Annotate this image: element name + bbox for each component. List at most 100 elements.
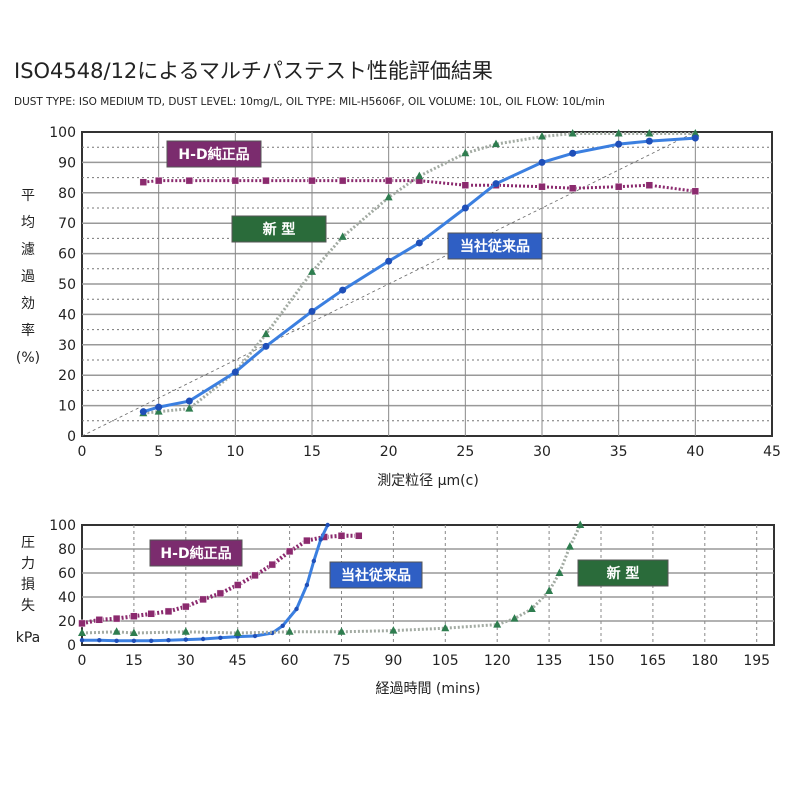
new-point: [233, 628, 242, 636]
y-tick-label: 90: [58, 155, 76, 171]
hd-point: [95, 616, 104, 624]
conventional-point: [311, 558, 317, 564]
hd-point: [461, 181, 470, 189]
hd-point: [303, 536, 311, 545]
conventional-point: [308, 307, 316, 315]
y-tick-label: 80: [58, 186, 76, 202]
conventional-point: [280, 623, 285, 628]
legend-box: [149, 539, 243, 567]
conventional-point: [615, 140, 623, 148]
hd-point: [78, 619, 86, 628]
conventional-point: [304, 582, 310, 588]
x-tick-label: 40: [686, 444, 704, 460]
conventional-point: [262, 342, 270, 350]
conventional-point: [252, 633, 258, 639]
y-tick-label: 10: [58, 399, 76, 415]
x-tick-label: 105: [432, 653, 459, 669]
hd-point: [262, 176, 270, 185]
reference-line: [81, 131, 696, 437]
hd-point: [233, 581, 242, 589]
legend-label: H-D純正品: [160, 545, 231, 562]
y-tick-label: 0: [67, 638, 76, 654]
x-tick-label: 20: [380, 444, 398, 460]
series-line: [81, 533, 359, 626]
hd-point: [691, 187, 700, 196]
x-tick-label: 15: [303, 444, 321, 460]
efficiency-chart: 0 5 10 15 20 25 30 35 40 45 0 10 20 30 40 50 60 70 80 90 100…: [16, 125, 781, 460]
new-point: [154, 407, 163, 415]
hd-point: [130, 612, 138, 620]
legend-label: 当社従来品: [341, 567, 411, 584]
hd-point: [337, 532, 346, 540]
hd-point: [154, 176, 163, 185]
new-point: [112, 627, 121, 635]
conventional-point: [231, 368, 239, 376]
y-axis-label-char: 均: [21, 215, 35, 231]
conventional-point: [385, 257, 393, 265]
y-axis-label-char: 濾: [21, 242, 35, 258]
hd-point: [614, 182, 623, 191]
conventional-point: [691, 134, 699, 142]
conventional-point: [139, 408, 147, 416]
x-tick-label: 90: [384, 653, 402, 669]
hd-point: [355, 532, 363, 540]
new-point: [285, 627, 294, 635]
x-tick-label: 35: [610, 444, 628, 460]
x-tick-label: 0: [78, 444, 87, 460]
series-line: [142, 136, 696, 414]
y-tick-label: 0: [67, 429, 76, 445]
legend-label: H-D純正品: [178, 146, 249, 163]
page-subtitle: DUST TYPE: ISO MEDIUM TD, DUST LEVEL: 10…: [14, 96, 605, 108]
hd-point: [538, 182, 546, 191]
hd-point: [231, 176, 240, 185]
hd-point: [112, 614, 121, 623]
x-tick-label: 75: [333, 653, 351, 669]
y-tick-label: 20: [58, 614, 76, 630]
new-point: [493, 620, 502, 628]
new-point: [384, 192, 393, 201]
new-point: [461, 148, 470, 157]
hd-point: [338, 176, 347, 185]
hd-point: [268, 560, 277, 569]
new-point: [441, 623, 450, 632]
legend-label: 当社従来品: [460, 238, 530, 255]
x-tick-label: 30: [533, 444, 551, 460]
new-point: [565, 542, 574, 550]
series-line: [81, 524, 582, 635]
hd-point: [199, 595, 207, 604]
new-point: [185, 404, 194, 412]
conventional-point: [185, 397, 193, 405]
new-point: [510, 614, 519, 622]
hd-point: [384, 176, 393, 185]
hd-point: [147, 610, 155, 618]
hd-point: [568, 184, 577, 192]
bottom-y-unit: kPa: [16, 630, 41, 646]
x-tick-label: 45: [229, 653, 247, 669]
legend-box: [166, 140, 262, 168]
conventional-point: [131, 638, 137, 643]
hd-point: [164, 607, 173, 616]
x-tick-label: 30: [177, 653, 195, 669]
hd-point: [308, 176, 316, 185]
x-tick-label: 0: [78, 653, 87, 669]
legend-box: [231, 215, 327, 243]
conventional-point: [339, 286, 347, 294]
y-axis-label-char: (%): [16, 350, 40, 366]
series-line: [82, 524, 330, 643]
new-point: [576, 520, 585, 528]
y-tick-label: 20: [58, 368, 76, 384]
y-axis-label-char: 損: [21, 577, 35, 593]
y-tick-label: 70: [58, 216, 76, 232]
x-tick-label: 120: [484, 653, 511, 669]
new-point: [129, 628, 138, 636]
legend-label: 新 型: [263, 221, 296, 238]
new-point: [614, 129, 623, 137]
new-point: [545, 586, 554, 594]
conventional-point: [645, 137, 653, 145]
y-axis-label-char: 効: [21, 296, 35, 312]
new-point: [555, 568, 564, 576]
y-axis-label-char: 過: [21, 269, 35, 285]
y-tick-label: 80: [58, 542, 76, 558]
conventional-point: [569, 149, 577, 157]
